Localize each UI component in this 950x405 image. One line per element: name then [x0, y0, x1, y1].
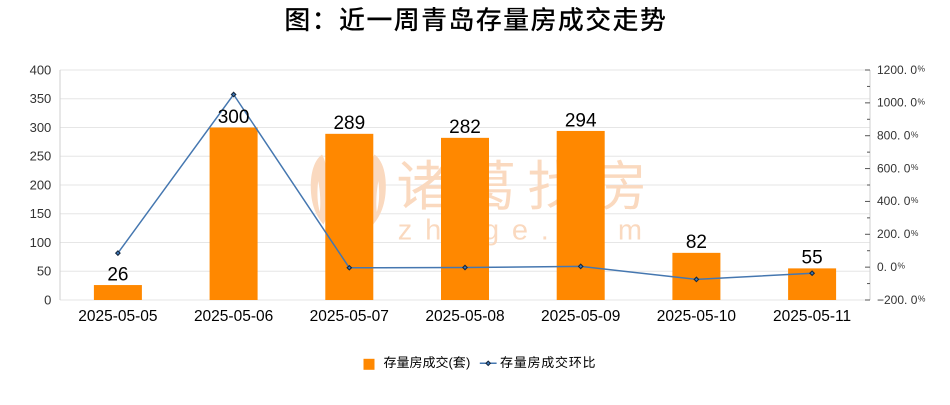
svg-text:2025-05-06: 2025-05-06 [194, 308, 273, 325]
svg-text:82: 82 [686, 232, 707, 253]
svg-text:282: 282 [449, 117, 481, 138]
svg-text:2025-05-09: 2025-05-09 [541, 308, 620, 325]
svg-text:zhuge.com: zhuge.com [398, 215, 655, 247]
svg-text:−200. 0: −200. 0 [877, 293, 918, 307]
svg-text:800. 0: 800. 0 [877, 129, 911, 143]
svg-text:%: % [911, 228, 919, 238]
svg-text:1000. 0: 1000. 0 [877, 96, 917, 110]
svg-text:200: 200 [30, 177, 52, 192]
svg-text:350: 350 [30, 91, 52, 106]
svg-text:600. 0: 600. 0 [877, 161, 911, 175]
svg-text:): ) [466, 355, 470, 370]
svg-text:100: 100 [30, 235, 52, 250]
svg-text:1200. 0: 1200. 0 [877, 63, 917, 77]
svg-text:200. 0: 200. 0 [877, 227, 911, 241]
svg-text:400. 0: 400. 0 [877, 194, 911, 208]
svg-text:26: 26 [107, 264, 128, 285]
svg-text:2025-05-05: 2025-05-05 [78, 308, 157, 325]
svg-text:0. 0: 0. 0 [877, 260, 897, 274]
svg-text:289: 289 [333, 113, 365, 134]
svg-text:%: % [898, 261, 906, 271]
svg-text:%: % [911, 162, 919, 172]
svg-text:%: % [918, 294, 926, 304]
svg-text:2025-05-07: 2025-05-07 [310, 308, 389, 325]
svg-text:300: 300 [218, 107, 250, 128]
svg-text:%: % [911, 195, 919, 205]
svg-text:2025-05-11: 2025-05-11 [773, 308, 851, 325]
svg-text:(: ( [449, 355, 454, 370]
svg-text:2025-05-10: 2025-05-10 [657, 308, 737, 325]
svg-text:%: % [911, 129, 919, 139]
svg-text:0: 0 [44, 292, 51, 307]
svg-text:300: 300 [30, 120, 52, 135]
svg-text:250: 250 [30, 149, 52, 164]
svg-text:150: 150 [30, 206, 52, 221]
svg-text:400: 400 [30, 62, 52, 77]
svg-text:294: 294 [565, 110, 597, 131]
svg-text:%: % [918, 64, 926, 74]
svg-text:50: 50 [37, 264, 51, 279]
svg-text:2025-05-08: 2025-05-08 [425, 308, 504, 325]
svg-text:55: 55 [802, 248, 823, 269]
svg-text:%: % [918, 97, 926, 107]
